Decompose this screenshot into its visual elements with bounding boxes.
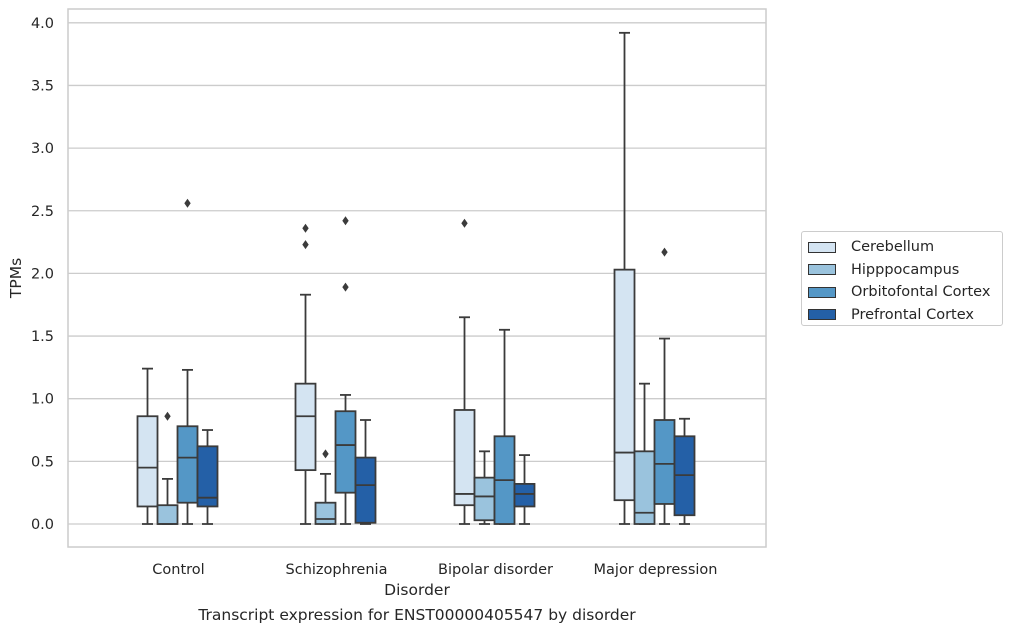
box-iqr — [334, 410, 357, 494]
x-axis-ticks: Control Schizophrenia Bipolar disorder Majo… — [152, 562, 717, 578]
box-iqr — [653, 419, 676, 505]
box-iqr — [354, 456, 377, 524]
y-tick-label: 0.0 — [31, 517, 54, 533]
box-1-2 — [473, 450, 496, 525]
box-plot-series — [136, 31, 696, 525]
x-tick-label: Bipolar disorder — [438, 562, 553, 578]
y-tick-label: 2.5 — [31, 204, 54, 220]
legend-item: Hipppocampus — [808, 259, 1002, 282]
box-iqr — [613, 268, 636, 502]
x-tick-label: Major depression — [594, 562, 718, 578]
y-tick-label: 1.5 — [31, 329, 54, 345]
y-tick-label: 3.5 — [31, 78, 54, 94]
box-1-3 — [633, 382, 656, 525]
y-axis-ticks: 0.0 0.5 1.0 1.5 2.0 2.5 3.0 3.5 4.0 — [31, 16, 54, 533]
box-1-0 — [156, 411, 179, 525]
y-tick-label: 2.0 — [31, 266, 54, 282]
box-3-2 — [513, 454, 536, 525]
outlier-point — [342, 282, 349, 292]
x-axis-label: Disorder — [384, 581, 450, 599]
y-axis-label: TPMs — [7, 258, 25, 299]
legend-item: Cerebellum — [808, 236, 1002, 259]
y-tick-label: 3.0 — [31, 141, 54, 157]
chart-caption: Transcript expression for ENST0000040554… — [198, 606, 636, 624]
legend-label: Orbitofontal Cortex — [851, 284, 991, 301]
legend-swatch — [808, 241, 836, 253]
box-iqr — [314, 501, 337, 525]
y-tick-label: 4.0 — [31, 16, 54, 32]
legend-label: Prefrontal Cortex — [851, 306, 974, 323]
plot-frame — [67, 8, 767, 548]
x-tick-label: Schizophrenia — [286, 562, 388, 578]
outlier-point — [164, 411, 171, 421]
legend-label: Cerebellum — [851, 239, 935, 256]
outlier-point — [322, 449, 329, 459]
box-0-0 — [136, 367, 159, 525]
legend-swatch — [808, 286, 836, 298]
box-3-3 — [673, 417, 696, 525]
box-1-1 — [314, 449, 337, 525]
box-2-2 — [493, 328, 516, 525]
box-0-2 — [453, 218, 476, 525]
outlier-point — [184, 198, 191, 208]
box-3-1 — [354, 419, 377, 525]
box-iqr — [156, 504, 179, 525]
y-tick-label: 1.0 — [31, 392, 54, 408]
box-iqr — [473, 476, 496, 522]
legend-swatch — [808, 264, 836, 276]
box-2-3 — [653, 247, 676, 525]
box-0-1 — [294, 223, 317, 525]
box-3-0 — [196, 429, 219, 525]
box-iqr — [136, 415, 159, 508]
outlier-point — [302, 223, 309, 233]
outlier-point — [342, 216, 349, 226]
box-iqr — [453, 409, 476, 507]
box-2-1 — [334, 216, 357, 525]
y-tick-label: 0.5 — [31, 454, 54, 470]
box-2-0 — [176, 198, 199, 525]
box-iqr — [513, 483, 536, 508]
outlier-point — [461, 218, 468, 228]
legend-swatch — [808, 309, 836, 321]
box-iqr — [196, 445, 219, 508]
x-tick-label: Control — [152, 562, 204, 578]
outlier-point — [302, 240, 309, 250]
outlier-point — [661, 247, 668, 257]
box-iqr — [294, 382, 317, 472]
box-0-3 — [613, 31, 636, 525]
chart-legend: Cerebellum Hipppocampus Orbitofontal Corte… — [801, 231, 1003, 326]
legend-item: Prefrontal Cortex — [808, 304, 1002, 327]
box-iqr — [176, 425, 199, 504]
legend-label: Hipppocampus — [851, 261, 960, 278]
legend-item: Orbitofontal Cortex — [808, 281, 1002, 304]
